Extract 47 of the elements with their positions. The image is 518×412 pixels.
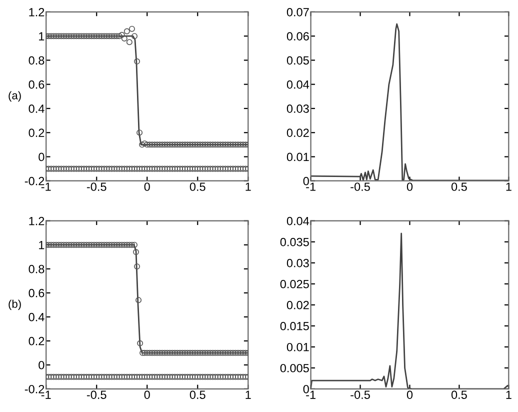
x-tick-label: 0.5 <box>451 390 467 399</box>
y-tick-label: 0.025 <box>280 280 309 288</box>
x-tick-label: -0.5 <box>350 182 370 191</box>
y-tick-label: 0.01 <box>286 152 309 162</box>
x-tick-label: 0 <box>406 182 413 191</box>
y-tick-label: 0.01 <box>286 342 309 352</box>
x-tick-label: 0.5 <box>451 182 467 191</box>
x-tick-label: -0.5 <box>86 182 106 191</box>
text: (b) <box>8 300 21 310</box>
y-tick-label: 0.06 <box>286 32 309 40</box>
y-tick-label: 0.005 <box>280 364 309 372</box>
y-tick-label: 0 <box>38 360 44 370</box>
y-tick-label: 0.2 <box>28 336 44 346</box>
y-tick-label: 0.04 <box>286 216 310 226</box>
y-tick-label: 1 <box>39 241 44 250</box>
x-tick-label: 1 <box>506 390 512 399</box>
x-tick-label: 0.5 <box>190 390 206 399</box>
y-tick-label: 0 <box>38 152 44 162</box>
y-tick-label: 0.015 <box>280 322 309 330</box>
x-tick-label: 0.5 <box>190 182 206 191</box>
y-tick-label: 0.02 <box>286 300 309 310</box>
x-tick-label: 0 <box>144 182 150 191</box>
x-tick-label: -0.5 <box>350 390 370 399</box>
y-tick-label: 0.2 <box>28 128 44 137</box>
y-tick-label: 0.02 <box>286 128 309 137</box>
x-tick-label: 1 <box>246 390 251 399</box>
y-tick-label: 0.4 <box>28 104 44 113</box>
y-tick-label: 0.04 <box>286 80 310 89</box>
y-tick-label: 1.2 <box>29 8 44 16</box>
y-tick-label: 0.03 <box>286 258 309 268</box>
y-tick-label: 0.07 <box>286 8 309 16</box>
y-tick-label: 0.035 <box>280 238 309 246</box>
y-tick-label: 1 <box>39 32 44 40</box>
x-tick-label: 1 <box>506 182 512 191</box>
text: (a) <box>8 91 21 102</box>
y-tick-label: 0.4 <box>28 312 44 322</box>
x-tick-label: 0 <box>406 390 413 399</box>
x-tick-label: -0.5 <box>86 390 106 399</box>
y-tick-label: 0.03 <box>286 104 309 113</box>
x-tick-label: 0 <box>144 390 150 399</box>
y-tick-label: 0.8 <box>28 264 44 274</box>
x-tick-label: 1 <box>246 182 251 191</box>
y-tick-label: 0.6 <box>28 288 44 298</box>
y-tick-label: 0.6 <box>28 80 44 89</box>
y-tick-label: 0.8 <box>28 56 44 65</box>
y-tick-label: 1.2 <box>29 216 44 226</box>
y-tick-label: 0.05 <box>286 56 309 65</box>
